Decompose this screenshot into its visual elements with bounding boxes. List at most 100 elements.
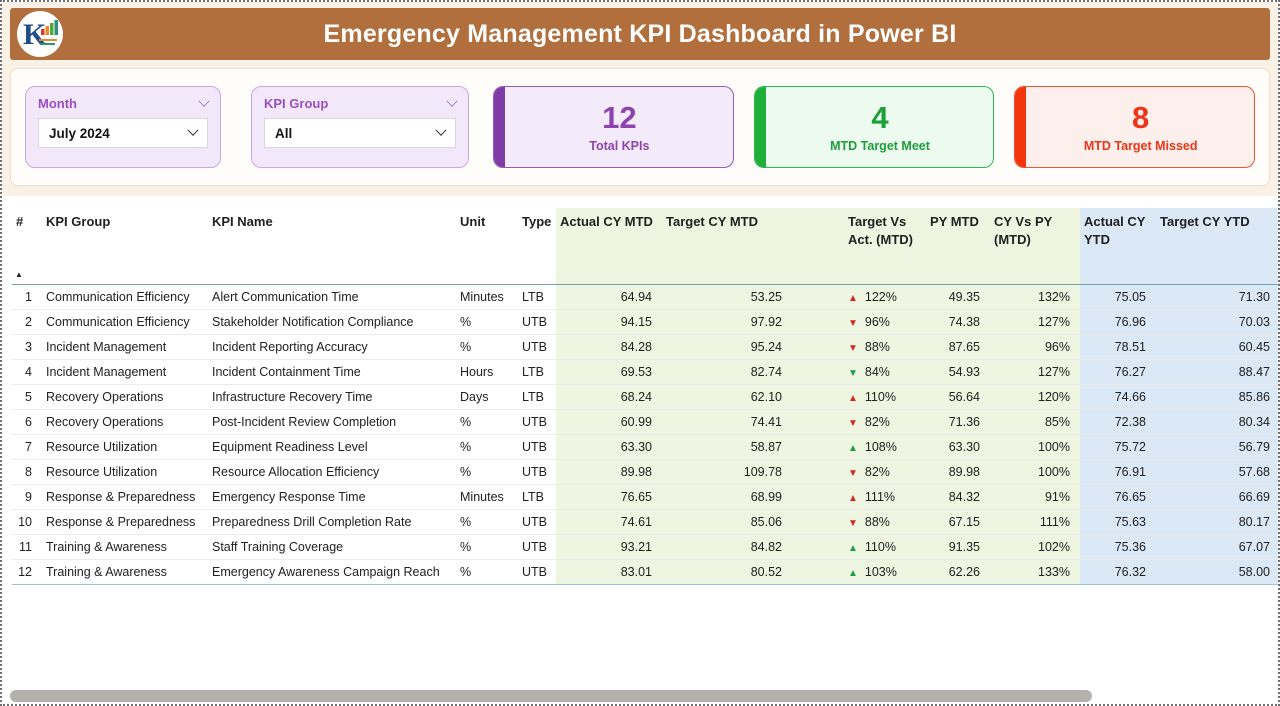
card-accent-bar	[754, 87, 766, 167]
table-row[interactable]: 9 Response & Preparedness Emergency Resp…	[12, 484, 1278, 510]
cell-kpi-name: Incident Containment Time	[208, 359, 456, 385]
cell-type: UTB	[518, 509, 556, 535]
cell-kpi-name: Equipment Readiness Level	[208, 434, 456, 460]
mtd-target-missed-value: 8	[1132, 100, 1150, 136]
col-header-kpi-name[interactable]: KPI Name	[208, 208, 456, 285]
cell-target-cy-mtd: 62.10	[662, 384, 844, 410]
mtd-target-missed-card: 8 MTD Target Missed	[1014, 86, 1256, 168]
horizontal-scrollbar-track[interactable]	[2, 688, 1278, 704]
col-header-target-cy-mtd[interactable]: Target CY MTD	[662, 208, 844, 285]
cell-py-mtd: 74.38	[926, 309, 990, 335]
total-kpis-card: 12 Total KPIs	[493, 86, 734, 168]
cell-cy-vs-py-mtd: 102%	[990, 534, 1080, 560]
cell-kpi-name: Incident Reporting Accuracy	[208, 334, 456, 360]
table-row[interactable]: 2 Communication Efficiency Stakeholder N…	[12, 309, 1278, 335]
cell-actual-cy-mtd: 64.94	[556, 284, 662, 310]
table-row[interactable]: 7 Resource Utilization Equipment Readine…	[12, 434, 1278, 460]
cell-index: 8	[12, 459, 42, 485]
kpi-group-slicer-dropdown[interactable]: All	[264, 118, 456, 148]
col-header-type[interactable]: Type	[518, 208, 556, 285]
cell-kpi-group: Recovery Operations	[42, 384, 208, 410]
cell-py-mtd: 49.35	[926, 284, 990, 310]
cell-unit: %	[456, 559, 518, 585]
col-header-index[interactable]: # ▲	[12, 208, 42, 285]
cell-target-vs-act-mtd: ▼ 82%	[844, 459, 926, 485]
col-header-cy-vs-py-mtd[interactable]: CY Vs PY (MTD)	[990, 208, 1080, 285]
card-accent-bar	[494, 87, 505, 167]
table-row[interactable]: 3 Incident Management Incident Reporting…	[12, 334, 1278, 360]
table-row[interactable]: 10 Response & Preparedness Preparedness …	[12, 509, 1278, 535]
mtd-target-meet-label: MTD Target Meet	[830, 138, 930, 153]
cell-type: UTB	[518, 534, 556, 560]
trend-arrow-icon: ▼	[848, 317, 858, 329]
kpi-group-slicer-header[interactable]: KPI Group	[264, 95, 458, 111]
cell-type: LTB	[518, 484, 556, 510]
cell-actual-cy-ytd: 72.38	[1080, 409, 1156, 435]
col-header-unit[interactable]: Unit	[456, 208, 518, 285]
cell-actual-cy-ytd: 76.65	[1080, 484, 1156, 510]
cell-py-mtd: 87.65	[926, 334, 990, 360]
table-row[interactable]: 8 Resource Utilization Resource Allocati…	[12, 459, 1278, 485]
trend-percent: 88%	[864, 339, 890, 354]
header-bar: K Emergency Management KPI Dashboard in …	[10, 8, 1270, 60]
col-header-target-cy-ytd[interactable]: Target CY YTD	[1156, 208, 1278, 285]
col-header-target-vs-act-mtd[interactable]: Target Vs Act. (MTD)	[844, 208, 926, 285]
cell-unit: Days	[456, 384, 518, 410]
cell-cy-vs-py-mtd: 133%	[990, 559, 1080, 585]
cell-target-cy-ytd: 56.79	[1156, 434, 1278, 460]
horizontal-scrollbar-thumb[interactable]	[10, 690, 1092, 702]
col-header-actual-cy-ytd[interactable]: Actual CY YTD	[1080, 208, 1156, 285]
mtd-target-meet-card: 4 MTD Target Meet	[753, 86, 995, 168]
kpi-group-slicer: KPI Group All	[251, 86, 469, 168]
col-header-py-mtd[interactable]: PY MTD	[926, 208, 990, 285]
cell-type: UTB	[518, 559, 556, 585]
cell-type: LTB	[518, 384, 556, 410]
cell-unit: Hours	[456, 359, 518, 385]
table-row[interactable]: 11 Training & Awareness Staff Training C…	[12, 534, 1278, 560]
table-row[interactable]: 12 Training & Awareness Emergency Awaren…	[12, 559, 1278, 585]
cell-kpi-name: Preparedness Drill Completion Rate	[208, 509, 456, 535]
month-slicer-header[interactable]: Month	[38, 95, 210, 111]
cell-target-cy-mtd: 84.82	[662, 534, 844, 560]
trend-percent: 110%	[864, 389, 896, 404]
cell-index: 5	[12, 384, 42, 410]
trend-arrow-icon: ▲	[848, 492, 858, 504]
kpi-cards: 12 Total KPIs 4 MTD Target Meet 8 MTD Ta…	[493, 86, 1256, 168]
trend-percent: 108%	[864, 439, 897, 454]
cell-type: UTB	[518, 309, 556, 335]
col-header-actual-cy-mtd[interactable]: Actual CY MTD	[556, 208, 662, 285]
cell-kpi-name: Emergency Response Time	[208, 484, 456, 510]
cell-kpi-name: Alert Communication Time	[208, 284, 456, 310]
trend-percent: 84%	[864, 364, 890, 379]
cell-actual-cy-ytd: 74.66	[1080, 384, 1156, 410]
table-row[interactable]: 5 Recovery Operations Infrastructure Rec…	[12, 384, 1278, 410]
cell-actual-cy-mtd: 63.30	[556, 434, 662, 460]
table-row[interactable]: 6 Recovery Operations Post-Incident Revi…	[12, 409, 1278, 435]
trend-arrow-icon: ▲	[848, 292, 858, 304]
table-row[interactable]: 4 Incident Management Incident Containme…	[12, 359, 1278, 385]
cell-target-cy-ytd: 58.00	[1156, 559, 1278, 585]
cell-type: UTB	[518, 409, 556, 435]
cell-target-cy-mtd: 68.99	[662, 484, 844, 510]
table-row[interactable]: 1 Communication Efficiency Alert Communi…	[12, 284, 1278, 310]
cell-target-vs-act-mtd: ▲ 108%	[844, 434, 926, 460]
cell-kpi-group: Incident Management	[42, 359, 208, 385]
col-header-kpi-group[interactable]: KPI Group	[42, 208, 208, 285]
month-slicer-dropdown[interactable]: July 2024	[38, 118, 208, 148]
cell-target-cy-ytd: 70.03	[1156, 309, 1278, 335]
cell-target-vs-act-mtd: ▼ 84%	[844, 359, 926, 385]
cell-index: 2	[12, 309, 42, 335]
cell-actual-cy-ytd: 75.63	[1080, 509, 1156, 535]
trend-percent: 111%	[864, 489, 896, 504]
cell-target-vs-act-mtd: ▼ 88%	[844, 509, 926, 535]
cell-py-mtd: 54.93	[926, 359, 990, 385]
cell-target-cy-ytd: 57.68	[1156, 459, 1278, 485]
cell-kpi-group: Communication Efficiency	[42, 309, 208, 335]
cell-py-mtd: 67.15	[926, 509, 990, 535]
cell-target-cy-ytd: 80.17	[1156, 509, 1278, 535]
cell-unit: %	[456, 459, 518, 485]
cell-unit: %	[456, 434, 518, 460]
sort-ascending-icon: ▲	[15, 269, 23, 279]
cell-cy-vs-py-mtd: 96%	[990, 334, 1080, 360]
